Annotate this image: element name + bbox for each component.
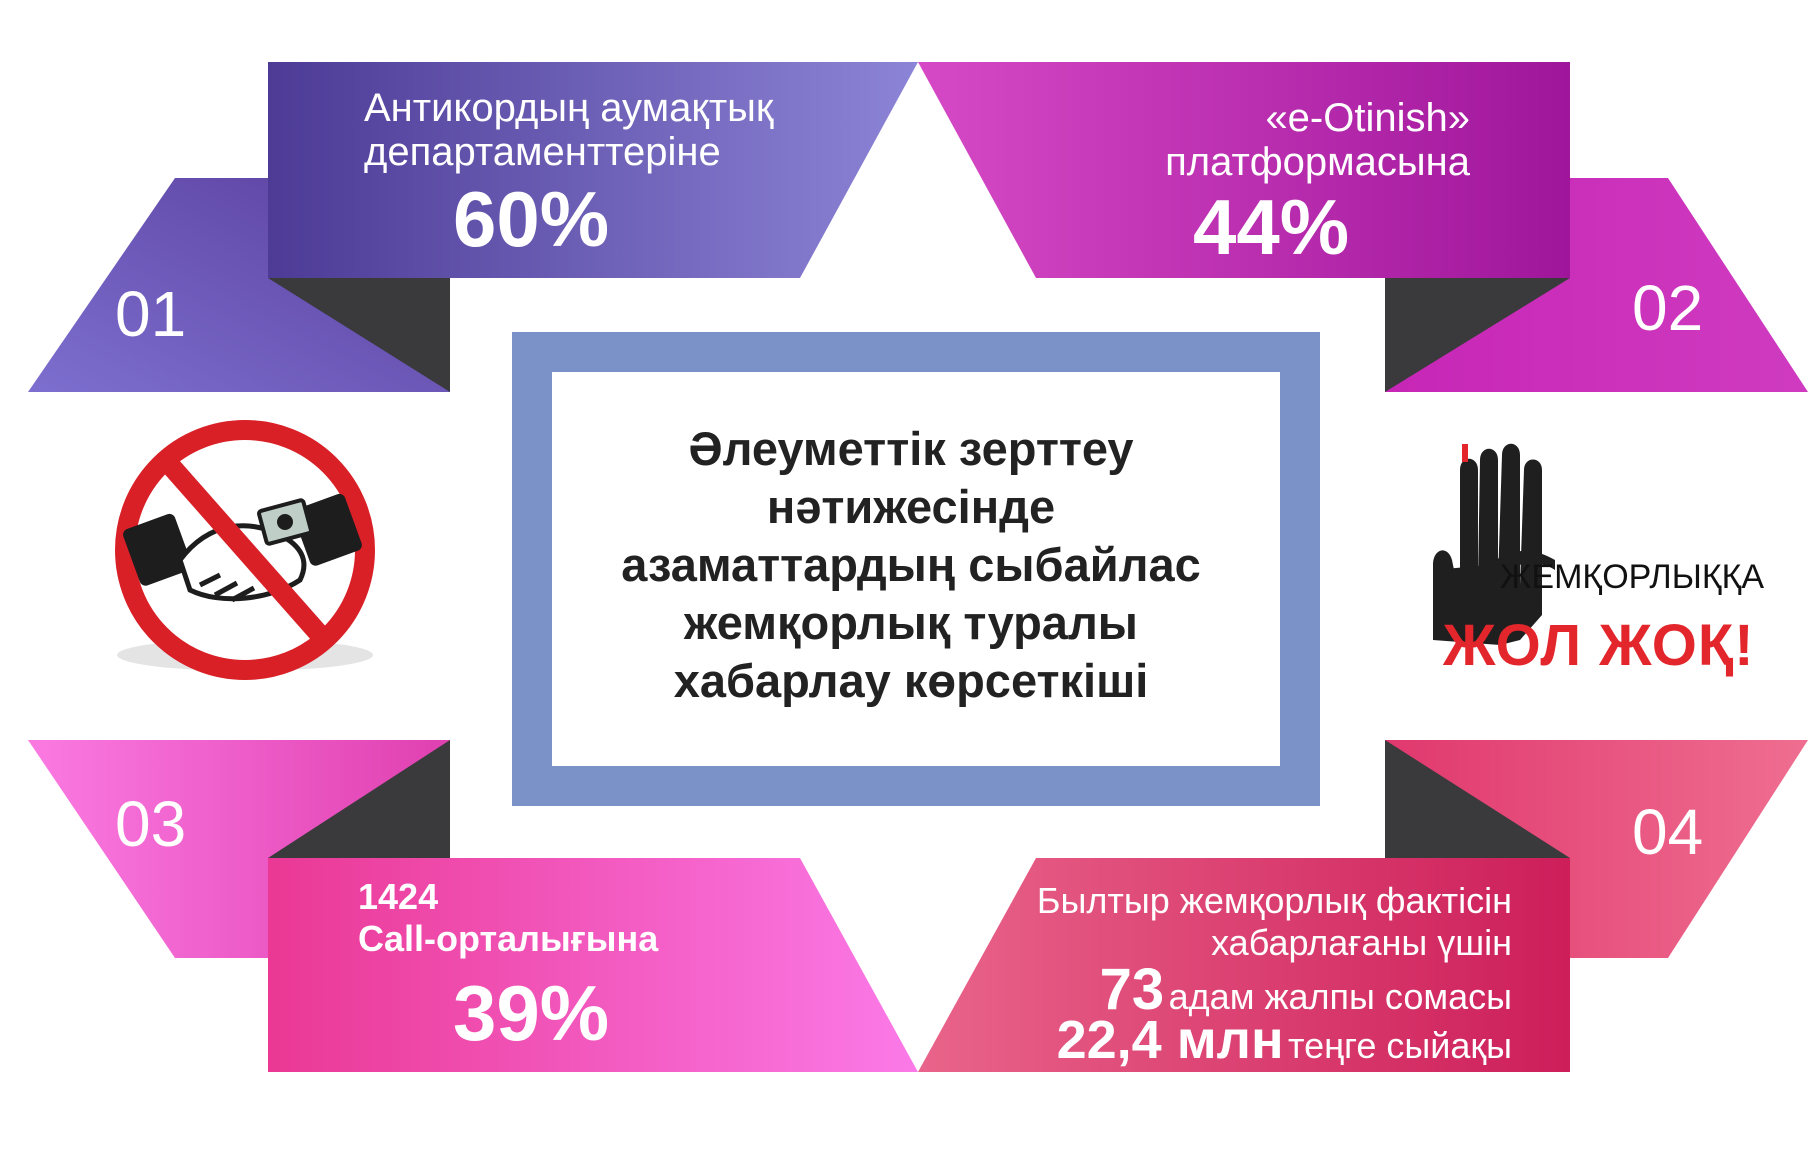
panel-02-label-line-2: платформасына: [1165, 140, 1470, 184]
panel-03-percent: 39%: [453, 969, 610, 1057]
panel-04-amount-text: теңге сыйақы алды: [1288, 1025, 1512, 1109]
panel-01-label-line-1: Антикордың аумақтық: [364, 86, 774, 130]
panel-01-label-line-2: департаменттеріне: [364, 130, 721, 174]
panel-04-count-row: 73 адам жалпы сомасы: [1000, 960, 1512, 1020]
panel-01-fold: [268, 278, 450, 392]
center-line-1: Әлеуметтік зерттеу: [688, 422, 1134, 475]
panel-02-banner: [918, 62, 1570, 278]
panel-02-label-line-1: «e-Otinish»: [1265, 96, 1470, 140]
center-line-3: азаматтардың сыбайлас: [621, 538, 1201, 591]
no-bribe-handshake-icon: [115, 420, 375, 680]
center-line-4: жемқорлық туралы: [684, 596, 1138, 649]
panel-04-amount-row: 22,4 млн теңге сыйақы алды: [960, 1012, 1512, 1110]
panel-04-count: 73: [1099, 957, 1165, 1022]
panel-03-label-line-2: Call-орталығына: [358, 918, 659, 959]
panel-01-number: 01: [115, 278, 187, 350]
panel-01-percent: 60%: [453, 175, 610, 263]
panel-04-label: Былтыр жемқорлық фактісін хабарлағаны үш…: [1000, 880, 1512, 964]
panel-03-label: 1424 Call-орталығына: [358, 876, 658, 960]
panel-04-number: 04: [1632, 796, 1704, 868]
panel-02-percent: 44%: [1193, 183, 1350, 271]
panel-04-label-line-1: Былтыр жемқорлық фактісін: [1036, 880, 1512, 921]
logo-line-2: ЖОЛ ЖОҚ!: [1443, 613, 1755, 678]
center-box: [552, 372, 1280, 766]
center-line-5: хабарлау көрсеткіші: [673, 654, 1149, 707]
panel-02-number: 02: [1632, 272, 1704, 344]
logo-line-1: ЖЕМҚОРЛЫҚҚА: [1500, 558, 1765, 596]
panel-03-banner: [268, 858, 918, 1072]
center-line-2: нәтижесінде: [766, 480, 1056, 533]
panel-02-fold: [1385, 278, 1570, 392]
panel-03-label-line-1: 1424: [358, 876, 439, 917]
center-title: Әлеуметтік зерттеу нәтижесінде азаматтар…: [554, 420, 1268, 710]
panel-04-label-line-2: хабарлағаны үшін: [1211, 922, 1512, 963]
panel-04-count-text: адам жалпы сомасы: [1168, 976, 1512, 1017]
panel-03-number: 03: [115, 788, 187, 860]
panel-04-amount: 22,4 млн: [1056, 1010, 1284, 1070]
panel-01-banner: [268, 62, 918, 278]
panel-04-banner: [918, 858, 1570, 1072]
panel-03-fold: [268, 740, 450, 858]
panel-04-fold: [1385, 740, 1570, 858]
panel-01-label: Антикордың аумақтық департаменттеріне: [364, 86, 773, 174]
stop-hand-logo-icon: [1433, 443, 1555, 645]
panel-02-label: «e-Otinish» платформасына: [1000, 96, 1470, 184]
